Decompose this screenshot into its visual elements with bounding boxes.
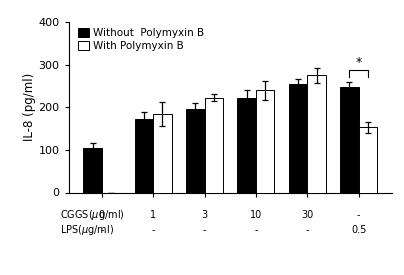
Bar <box>186 109 204 192</box>
Text: -: - <box>100 225 103 235</box>
Bar <box>153 114 172 192</box>
Text: -: - <box>254 225 258 235</box>
Text: 3: 3 <box>202 210 208 220</box>
Text: CGGS($\mu$g/ml): CGGS($\mu$g/ml) <box>60 208 124 222</box>
Text: *: * <box>356 56 362 69</box>
Bar <box>83 148 102 192</box>
Text: -: - <box>305 225 309 235</box>
Text: -: - <box>357 210 360 220</box>
Bar <box>289 84 307 192</box>
Text: 0.5: 0.5 <box>351 225 366 235</box>
Text: 30: 30 <box>301 210 314 220</box>
Text: 0: 0 <box>99 210 105 220</box>
Bar <box>307 75 326 192</box>
Text: 1: 1 <box>150 210 156 220</box>
Text: 10: 10 <box>250 210 262 220</box>
Text: LPS($\mu$g/ml): LPS($\mu$g/ml) <box>60 223 114 237</box>
Bar <box>359 127 377 192</box>
Bar <box>135 119 153 192</box>
Text: -: - <box>203 225 206 235</box>
Text: -: - <box>152 225 155 235</box>
Bar <box>340 87 359 192</box>
Bar <box>256 90 274 192</box>
Bar <box>238 98 256 192</box>
Y-axis label: IL-8 (pg/ml): IL-8 (pg/ml) <box>23 73 36 141</box>
Legend: Without  Polymyxin B, With Polymyxin B: Without Polymyxin B, With Polymyxin B <box>77 27 205 52</box>
Bar <box>204 98 223 192</box>
